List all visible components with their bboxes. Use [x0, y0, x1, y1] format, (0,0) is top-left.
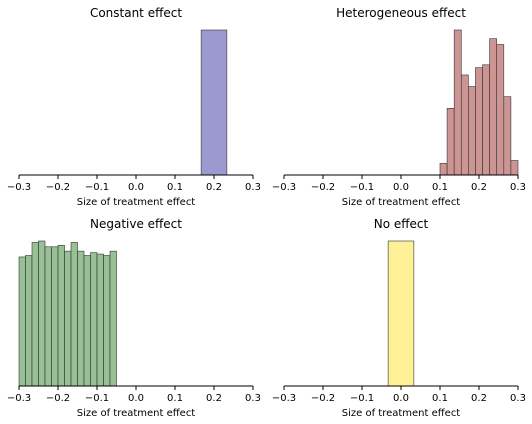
- histogram-bar: [109, 250, 117, 387]
- histogram-bar: [200, 29, 228, 176]
- x-ticks: −0.3 −0.2 −0.1 0.0 0.1 0.2 0.3: [7, 175, 261, 193]
- histogram-bar: [489, 38, 498, 176]
- histogram-bar: [453, 29, 462, 176]
- histogram-bar: [83, 255, 91, 387]
- histogram-bar: [387, 240, 415, 387]
- x-tick-label: −0.1: [350, 182, 374, 193]
- x-tick-label: 0.3: [510, 182, 526, 193]
- x-tick-label: −0.1: [85, 182, 109, 193]
- x-ticks: −0.3 −0.2 −0.1 0.0 0.1 0.2 0.3: [7, 386, 261, 404]
- histogram-bars: [439, 29, 519, 176]
- x-tick-label: 0.3: [245, 182, 261, 193]
- histogram-bar: [446, 108, 455, 176]
- histogram-bar: [482, 64, 490, 176]
- histogram-bar: [475, 67, 483, 176]
- x-tick-label: 0.0: [128, 182, 144, 193]
- histogram-bar: [64, 250, 72, 387]
- histogram-bar: [18, 256, 26, 387]
- x-tick-label: 0.2: [471, 393, 487, 404]
- histogram-bars: [387, 240, 415, 387]
- x-tick-label: 0.0: [393, 182, 409, 193]
- x-ticks: −0.3 −0.2 −0.1 0.0 0.1 0.2 0.3: [272, 175, 526, 193]
- histogram-bar: [51, 246, 59, 387]
- panel-title: No effect: [374, 217, 429, 231]
- x-tick-label: 0.0: [393, 393, 409, 404]
- histogram-bar: [77, 250, 85, 387]
- histogram-bar: [439, 163, 448, 176]
- x-tick-label: 0.3: [245, 393, 261, 404]
- histogram-bar: [90, 252, 98, 387]
- histogram-bars: [18, 240, 117, 387]
- x-tick-label: 0.1: [432, 182, 448, 193]
- panel-title: Heterogeneous effect: [336, 6, 466, 20]
- x-tick-label: −0.2: [311, 393, 335, 404]
- x-axis-label: Size of treatment effect: [342, 408, 461, 419]
- x-tick-label: −0.3: [272, 182, 296, 193]
- x-tick-label: −0.1: [350, 393, 374, 404]
- panel-heterogeneous-effect: Heterogeneous effect −0.3 −0.2 −0.1 0.0 0.1 0…: [272, 6, 526, 208]
- x-tick-label: 0.0: [128, 393, 144, 404]
- x-tick-label: 0.2: [206, 182, 222, 193]
- panel-title: Negative effect: [90, 217, 182, 231]
- histogram-bar: [38, 240, 46, 387]
- histogram-bar: [460, 74, 469, 176]
- histogram-bar: [496, 44, 505, 176]
- histogram-bar: [44, 246, 52, 387]
- histogram-bar: [96, 253, 104, 387]
- histogram-bar: [503, 96, 512, 176]
- histogram-bar: [510, 160, 519, 176]
- histogram-bar: [103, 255, 111, 387]
- panel-no-effect: No effect −0.3 −0.2 −0.1 0.0 0.1 0.2 0.3 Size …: [272, 217, 526, 419]
- histogram-bar: [468, 86, 476, 176]
- x-axis-label: Size of treatment effect: [77, 197, 196, 208]
- x-tick-label: −0.1: [85, 393, 109, 404]
- x-axis-label: Size of treatment effect: [77, 408, 196, 419]
- x-tick-label: 0.3: [510, 393, 526, 404]
- histogram-bar: [31, 242, 39, 387]
- x-tick-label: 0.1: [167, 393, 183, 404]
- histogram-bar: [57, 245, 65, 387]
- x-tick-label: −0.2: [46, 393, 70, 404]
- x-tick-label: −0.2: [46, 182, 70, 193]
- histogram-bar: [25, 255, 33, 387]
- x-tick-label: 0.2: [206, 393, 222, 404]
- x-tick-label: −0.3: [272, 393, 296, 404]
- histogram-bars: [200, 29, 228, 176]
- histogram-bar: [70, 242, 78, 387]
- x-tick-label: 0.1: [167, 182, 183, 193]
- panel-title: Constant effect: [90, 6, 182, 20]
- x-tick-label: −0.2: [311, 182, 335, 193]
- x-ticks: −0.3 −0.2 −0.1 0.0 0.1 0.2 0.3: [272, 386, 526, 404]
- x-tick-label: 0.2: [471, 182, 487, 193]
- x-tick-label: −0.3: [7, 182, 31, 193]
- panel-negative-effect: Negative effect −0.3 −0.2 −0.1 0.0 0.1 0.2 0.3…: [7, 217, 261, 419]
- panel-constant-effect: Constant effect −0.3 −0.2 −0.1 0.0 0.1 0.2 0.3…: [7, 6, 261, 208]
- x-tick-label: −0.3: [7, 393, 31, 404]
- x-axis-label: Size of treatment effect: [342, 197, 461, 208]
- x-tick-label: 0.1: [432, 393, 448, 404]
